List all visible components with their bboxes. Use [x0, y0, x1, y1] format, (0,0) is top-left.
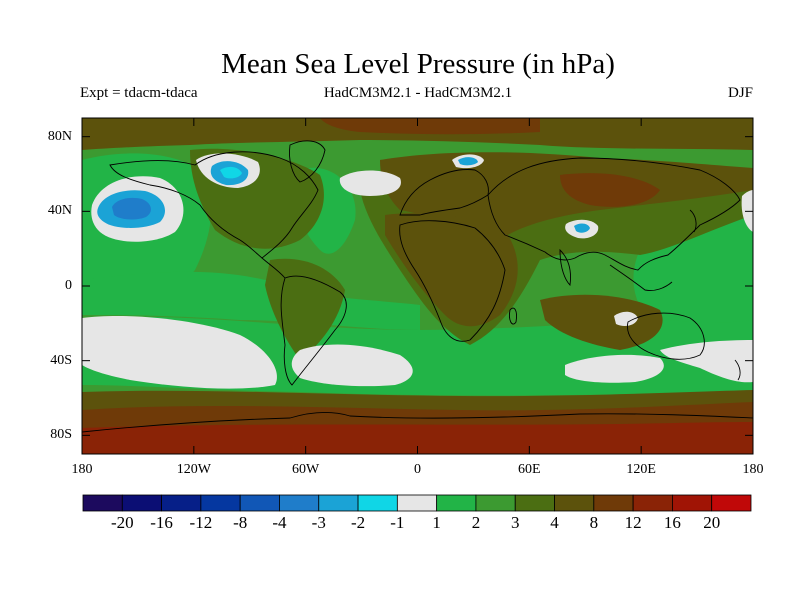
- field-band-12-16-antarctic: [82, 422, 753, 454]
- colorbar-swatch-3: [200, 494, 241, 512]
- colorbar-label-4: -4: [272, 513, 287, 532]
- experiment-label: Expt = tdacm-tdaca: [80, 85, 198, 101]
- colorbar-swatch-8: [396, 494, 438, 512]
- x-tick-label-6: 180: [742, 462, 764, 477]
- y-tick-label-1: 40N: [47, 203, 72, 219]
- y-tick-label-3: 40S: [50, 352, 72, 368]
- colorbar-swatch-4: [239, 494, 280, 512]
- colorbar-label-1: -16: [150, 513, 173, 532]
- coastline-greenland: [289, 140, 326, 183]
- colorbar-swatch-5: [279, 494, 320, 512]
- field-band-negative-tibet: [574, 223, 590, 233]
- field-band-negative-aleutian-inner: [112, 197, 151, 220]
- colorbar-label-15: 20: [703, 513, 721, 532]
- coastline-africa: [399, 220, 506, 342]
- field-band-near-zero-atlantic-north: [339, 170, 401, 196]
- coastline-new-zealand: [734, 359, 741, 381]
- coastline-india: [559, 248, 571, 286]
- colorbar-label-9: 2: [471, 513, 481, 532]
- colorbar-label-12: 8: [589, 513, 599, 532]
- colorbar-swatch-14: [632, 494, 673, 512]
- colorbar-label-13: 12: [624, 513, 642, 532]
- colorbar-swatch-15: [672, 494, 713, 512]
- coastline-southeast-asia: [609, 264, 673, 291]
- colorbar-label-5: -3: [311, 513, 326, 532]
- y-tick-label-4: 80S: [50, 427, 72, 443]
- field-band-near-zero-indian-ocean: [565, 354, 664, 383]
- field-band-negative-scandinavia: [458, 157, 478, 166]
- colorbar-swatch-2: [161, 494, 202, 512]
- colorbar-swatch-6: [318, 494, 359, 512]
- colorbar-label-0: -20: [110, 513, 134, 532]
- field-band-4-8-pacific-south: [540, 294, 663, 350]
- colorbar-swatch-0: [82, 494, 123, 512]
- field-band-8-12-siberia: [560, 173, 660, 207]
- x-tick-label-1: 120W: [176, 462, 211, 477]
- colorbar-swatch-12: [554, 494, 595, 512]
- coastlines: [82, 140, 753, 433]
- field-band-near-zero-australia-east: [660, 340, 753, 383]
- map-title: Mean Sea Level Pressure (in hPa): [221, 48, 615, 80]
- model-comparison-label: HadCM3M2.1 - HadCM3M2.1: [323, 85, 513, 101]
- colorbar-label-14: 16: [663, 513, 681, 532]
- x-tick-label-0: 180: [71, 462, 93, 477]
- field-band-near-zero-south-atlantic: [291, 344, 413, 387]
- field-band-negative-greenland-core: [220, 166, 242, 179]
- colorbar-label-3: -8: [233, 513, 248, 532]
- colorbar-label-6: -2: [350, 513, 366, 532]
- colorbar-swatch-7: [357, 494, 398, 512]
- field-band-4-8-eurasia: [380, 152, 753, 240]
- coastline-south-america: [280, 275, 347, 386]
- coastline-antarctica: [82, 411, 753, 433]
- colorbar-swatch-10: [475, 494, 516, 512]
- coastline-europe: [399, 169, 489, 216]
- x-tick-label-5: 120E: [626, 462, 656, 477]
- field-band-4-8-arctic: [82, 118, 753, 150]
- contour-fields: [82, 118, 753, 454]
- coastline-central-america: [261, 257, 286, 279]
- coastline-asia: [487, 157, 741, 271]
- coastline-japan: [689, 209, 697, 233]
- colorbar-swatch-9: [436, 494, 477, 512]
- colorbar-label-10: 3: [510, 513, 520, 532]
- colorbar-label-8: 1: [432, 513, 441, 532]
- colorbar-label-2: -12: [189, 513, 213, 532]
- colorbar-label-11: 4: [550, 513, 559, 532]
- field-band-near-zero-coral-sea: [614, 311, 638, 326]
- x-tick-label-2: 60W: [292, 462, 320, 477]
- y-tick-label-2: 0: [65, 278, 72, 293]
- colorbar: [82, 494, 752, 512]
- colorbar-swatch-13: [593, 494, 634, 512]
- coastline-australia: [627, 312, 705, 360]
- colorbar-swatch-1: [121, 494, 162, 512]
- season-label: DJF: [727, 85, 753, 101]
- field-band-8-12-arctic: [320, 118, 540, 135]
- colorbar-label-7: -1: [390, 513, 405, 532]
- coastline-north-america: [109, 151, 319, 259]
- field-band-near-zero-south-pacific: [82, 315, 277, 389]
- x-tick-label-3: 0: [414, 462, 421, 477]
- x-tick-label-4: 60E: [518, 462, 541, 477]
- field-band-4-8-africa: [385, 213, 518, 327]
- y-tick-label-0: 80N: [47, 128, 72, 144]
- colorbar-swatch-11: [514, 494, 555, 512]
- coastline-madagascar: [509, 307, 517, 325]
- colorbar-swatch-16: [711, 494, 752, 512]
- axis-ticks: [81, 118, 754, 454]
